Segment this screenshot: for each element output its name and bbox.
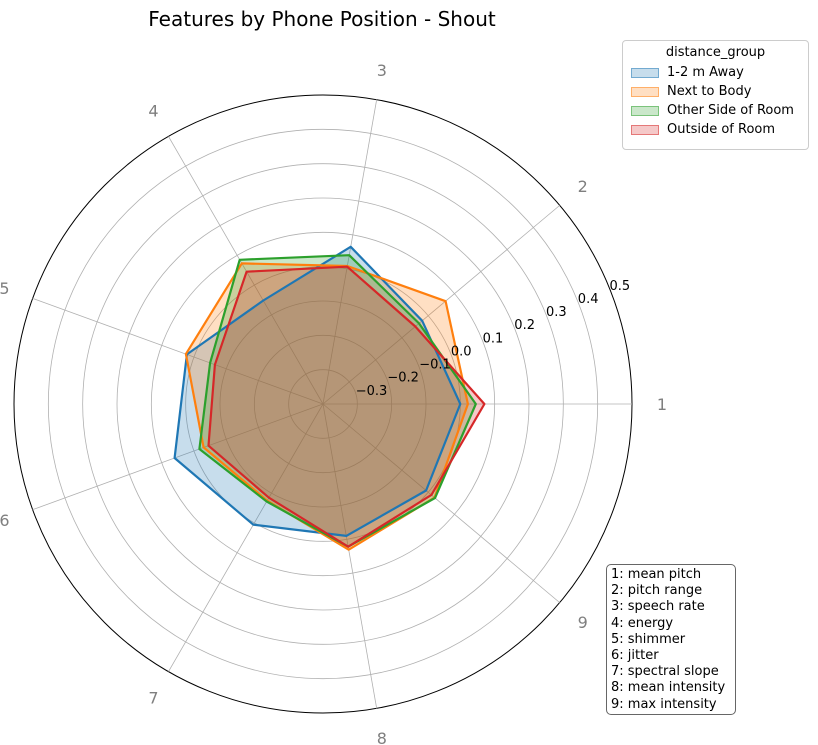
series-fill-3: [208, 266, 485, 547]
series-line-1: [184, 262, 469, 551]
feature-key-item: 7: spectral slope: [611, 664, 719, 680]
axis-label-4: 4: [148, 101, 158, 120]
legend-swatch: [631, 124, 659, 135]
axis-label-8: 8: [377, 729, 387, 745]
legend-item: Outside of Room: [631, 120, 800, 139]
series-line-3: [207, 265, 486, 548]
axis-label-7: 7: [148, 689, 158, 708]
feature-key-item: 1: mean pitch: [611, 567, 702, 582]
radial-tick-label: −0.3: [356, 384, 388, 399]
legend-swatch: [631, 86, 659, 97]
legend-item: Next to Body: [631, 82, 800, 101]
radial-tick-label: 0.3: [546, 305, 567, 320]
feature-key-item: 2: pitch range: [611, 583, 703, 599]
axis-label-2: 2: [578, 177, 588, 196]
radial-tick-label: 0.5: [610, 279, 631, 294]
axis-label-9: 9: [578, 613, 588, 632]
legend-item: Other Side of Room: [631, 101, 800, 120]
polar-grid: [13, 94, 633, 714]
spoke-line: [32, 297, 324, 405]
axis-label-5: 5: [0, 279, 9, 298]
spoke-line: [168, 403, 324, 672]
legend-swatch: [631, 105, 659, 116]
feature-key-item: 4: energy: [611, 615, 674, 631]
legend-item: 1-2 m Away: [631, 63, 800, 82]
series-fill-0: [174, 246, 461, 536]
radial-tick-label: 0.4: [578, 292, 599, 307]
legend-title: distance_group: [665, 45, 766, 60]
series-line-0: [173, 245, 462, 538]
spoke-line: [322, 403, 378, 709]
radial-tick-labels: −0.3−0.2−0.10.0 0.1 0.2 0.3 0.4 0.5: [356, 279, 630, 399]
series-layer: [173, 245, 486, 551]
radial-tick-label: −0.1: [419, 358, 451, 373]
feature-key-box: 1: mean pitch 2: pitch range 3: speech rat…: [606, 564, 736, 715]
spoke-line: [322, 205, 560, 405]
axis-label-3: 3: [377, 61, 387, 80]
legend-label: Other Side of Room: [667, 103, 794, 118]
axis-labels: 1 2 3 4 5 6 7 8 9: [0, 61, 667, 745]
spoke-line: [322, 403, 560, 603]
legend-label: Outside of Room: [667, 122, 776, 137]
legend-label: Next to Body: [667, 84, 752, 99]
spoke-line: [32, 403, 324, 511]
radial-tick-label: 0.1: [483, 331, 504, 346]
spoke-line: [322, 99, 378, 405]
series-fill-2: [199, 255, 476, 547]
chart-title: Features by Phone Position - Shout: [148, 7, 496, 31]
feature-key-item: 8: mean intensity: [611, 680, 726, 696]
axis-label-6: 6: [0, 511, 9, 530]
spoke-line: [168, 136, 324, 405]
feature-key-item: 5: shimmer: [611, 631, 686, 647]
radial-tick-label: −0.2: [387, 371, 419, 386]
axis-label-1: 1: [657, 395, 667, 414]
feature-key-item: 6: jitter: [611, 648, 659, 664]
feature-key-item: 3: speech rate: [611, 599, 705, 615]
radial-tick-label: 0.0: [451, 344, 472, 359]
series-fill-1: [185, 263, 468, 550]
legend-swatch: [631, 67, 659, 78]
legend: distance_group 1-2 m Away Next to Body Oth…: [622, 40, 809, 150]
radial-tick-label: 0.2: [514, 318, 535, 333]
feature-key-item: 9: max intensity: [611, 696, 717, 712]
series-line-2: [198, 254, 477, 548]
legend-label: 1-2 m Away: [667, 65, 744, 80]
